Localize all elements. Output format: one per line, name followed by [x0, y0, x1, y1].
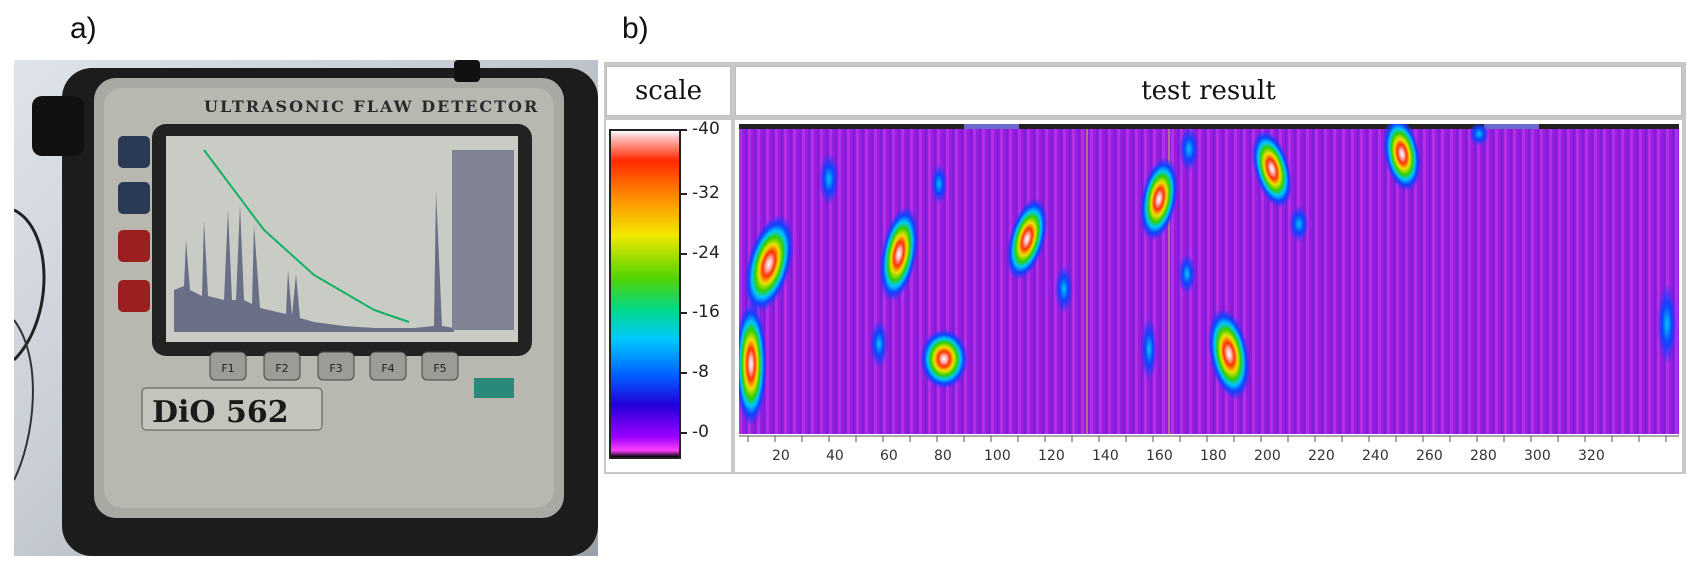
scale-tick-label: -8: [692, 362, 709, 382]
scale-tick-mark: [681, 129, 687, 131]
x-tick-label: 60: [880, 448, 898, 464]
x-tick-label: 240: [1362, 448, 1389, 464]
scale-tick-label: -32: [692, 183, 720, 203]
x-tick-label: 180: [1200, 448, 1227, 464]
scale-header: scale: [606, 66, 731, 116]
x-tick-label: 200: [1254, 448, 1281, 464]
device-header-text: ULTRASONIC FLAW DETECTOR: [204, 97, 539, 116]
x-tick-label: 300: [1524, 448, 1551, 464]
scale-tick-mark: [681, 253, 687, 255]
test-result-heatmap: [739, 124, 1679, 434]
device-model-text: DiO 562: [152, 395, 289, 430]
x-tick-label: 280: [1470, 448, 1497, 464]
panel-label-b: b): [622, 12, 649, 45]
scale-tick-label: -16: [692, 302, 720, 322]
scale-tick-label: -24: [692, 243, 720, 263]
function-keys: F1 F2 F3 F4 F5: [209, 351, 459, 381]
scale-tick-mark: [681, 193, 687, 195]
fkey-5: F5: [433, 362, 446, 375]
test-result-header: test result: [735, 66, 1682, 116]
x-tick-label: 260: [1416, 448, 1443, 464]
fkey-3: F3: [329, 362, 342, 375]
color-scale-bar: [609, 129, 681, 459]
x-tick-label: 160: [1146, 448, 1173, 464]
x-tick-label: 100: [984, 448, 1011, 464]
x-axis: 20 40 60 80 100 120 140 160 180 200 220 …: [739, 434, 1679, 470]
scale-tick-label: -0: [692, 422, 709, 442]
x-tick-label: 220: [1308, 448, 1335, 464]
scale-tick-mark: [681, 372, 687, 374]
scale-tick-mark: [681, 312, 687, 314]
fkey-1: F1: [221, 362, 234, 375]
x-tick-label: 80: [934, 448, 952, 464]
x-tick-label: 20: [772, 448, 790, 464]
x-tick-label: 320: [1578, 448, 1605, 464]
x-tick-label: 120: [1038, 448, 1065, 464]
x-tick-label: 140: [1092, 448, 1119, 464]
scale-tick-mark: [681, 432, 687, 434]
fkey-4: F4: [381, 362, 394, 375]
color-scale: -40 -32 -24 -16 -8 -0: [606, 119, 731, 472]
flaw-detector-photo: ULTRASONIC FLAW DETECTOR F1 F2 F3 F4 F5 …: [14, 60, 598, 556]
fkey-2: F2: [275, 362, 288, 375]
test-result-window: scale test result -40 -32 -24 -16 -8 -0: [604, 62, 1686, 474]
test-result-area: 20 40 60 80 100 120 140 160 180 200 220 …: [735, 120, 1682, 472]
panel-label-a: a): [70, 12, 97, 45]
scale-tick-label: -40: [692, 119, 720, 139]
x-tick-label: 40: [826, 448, 844, 464]
